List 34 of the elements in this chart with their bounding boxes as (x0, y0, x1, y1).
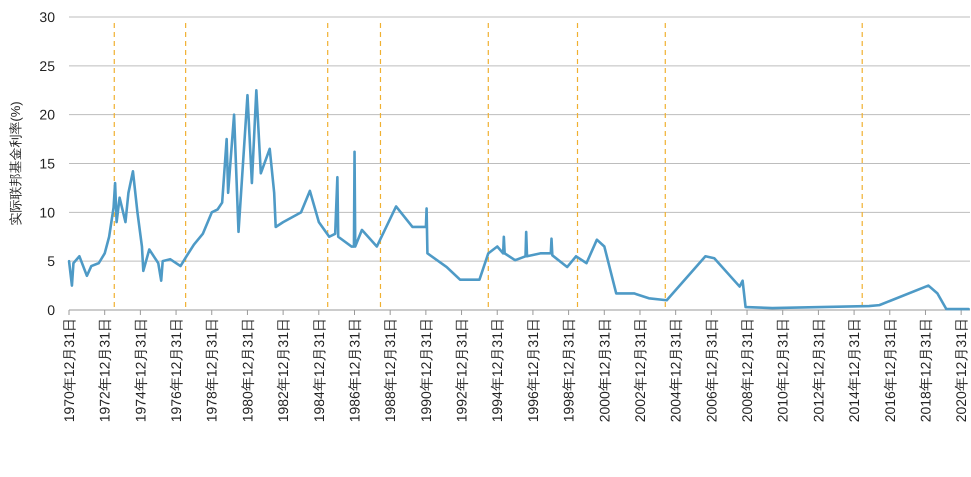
y-tick-label: 25 (39, 58, 56, 74)
x-tick-label: 1992年12月31日 (454, 318, 470, 422)
x-tick-label: 1986年12月31日 (346, 318, 362, 422)
x-tick-label: 1980年12月31日 (239, 318, 256, 422)
y-tick-label: 0 (47, 302, 56, 318)
x-tick-label: 1984年12月31日 (310, 318, 327, 422)
x-tick-label: 2006年12月31日 (703, 318, 720, 422)
x-tick-label: 1972年12月31日 (96, 318, 113, 422)
y-tick-label: 30 (39, 9, 56, 25)
x-tick-label: 1998年12月31日 (560, 318, 577, 422)
y-tick-label: 20 (39, 106, 56, 123)
x-tick-label: 2014年12月31日 (846, 318, 862, 422)
x-tick-label: 1988年12月31日 (382, 318, 398, 422)
y-tick-label: 15 (39, 156, 56, 172)
y-axis-title: 实际联邦基金利率(%) (8, 101, 23, 226)
x-tick-label: 2012年12月31日 (810, 318, 826, 422)
x-tick-label: 1970年12月31日 (61, 318, 77, 422)
x-tick-label: 1996年12月31日 (524, 318, 541, 422)
x-tick-label: 2016年12月31日 (882, 318, 898, 422)
x-tick-label: 1994年12月31日 (489, 318, 506, 422)
x-tick-label: 1982年12月31日 (275, 318, 292, 422)
x-tick-label: 1974年12月31日 (132, 318, 148, 422)
x-tick-label: 1978年12月31日 (204, 318, 220, 422)
x-tick-label: 2018年12月31日 (917, 318, 934, 422)
x-tick-label: 2020年12月31日 (953, 318, 970, 422)
x-tick-label: 2000年12月31日 (596, 318, 612, 422)
y-tick-label: 10 (39, 204, 56, 220)
x-tick-label: 2002年12月31日 (632, 318, 648, 422)
x-tick-label: 2008年12月31日 (739, 318, 756, 422)
x-tick-label: 2010年12月31日 (774, 318, 791, 422)
x-tick-label: 1976年12月31日 (168, 318, 184, 422)
x-tick-label: 2004年12月31日 (668, 318, 684, 422)
y-tick-label: 5 (47, 253, 56, 270)
x-tick-label: 1990年12月31日 (418, 318, 434, 422)
